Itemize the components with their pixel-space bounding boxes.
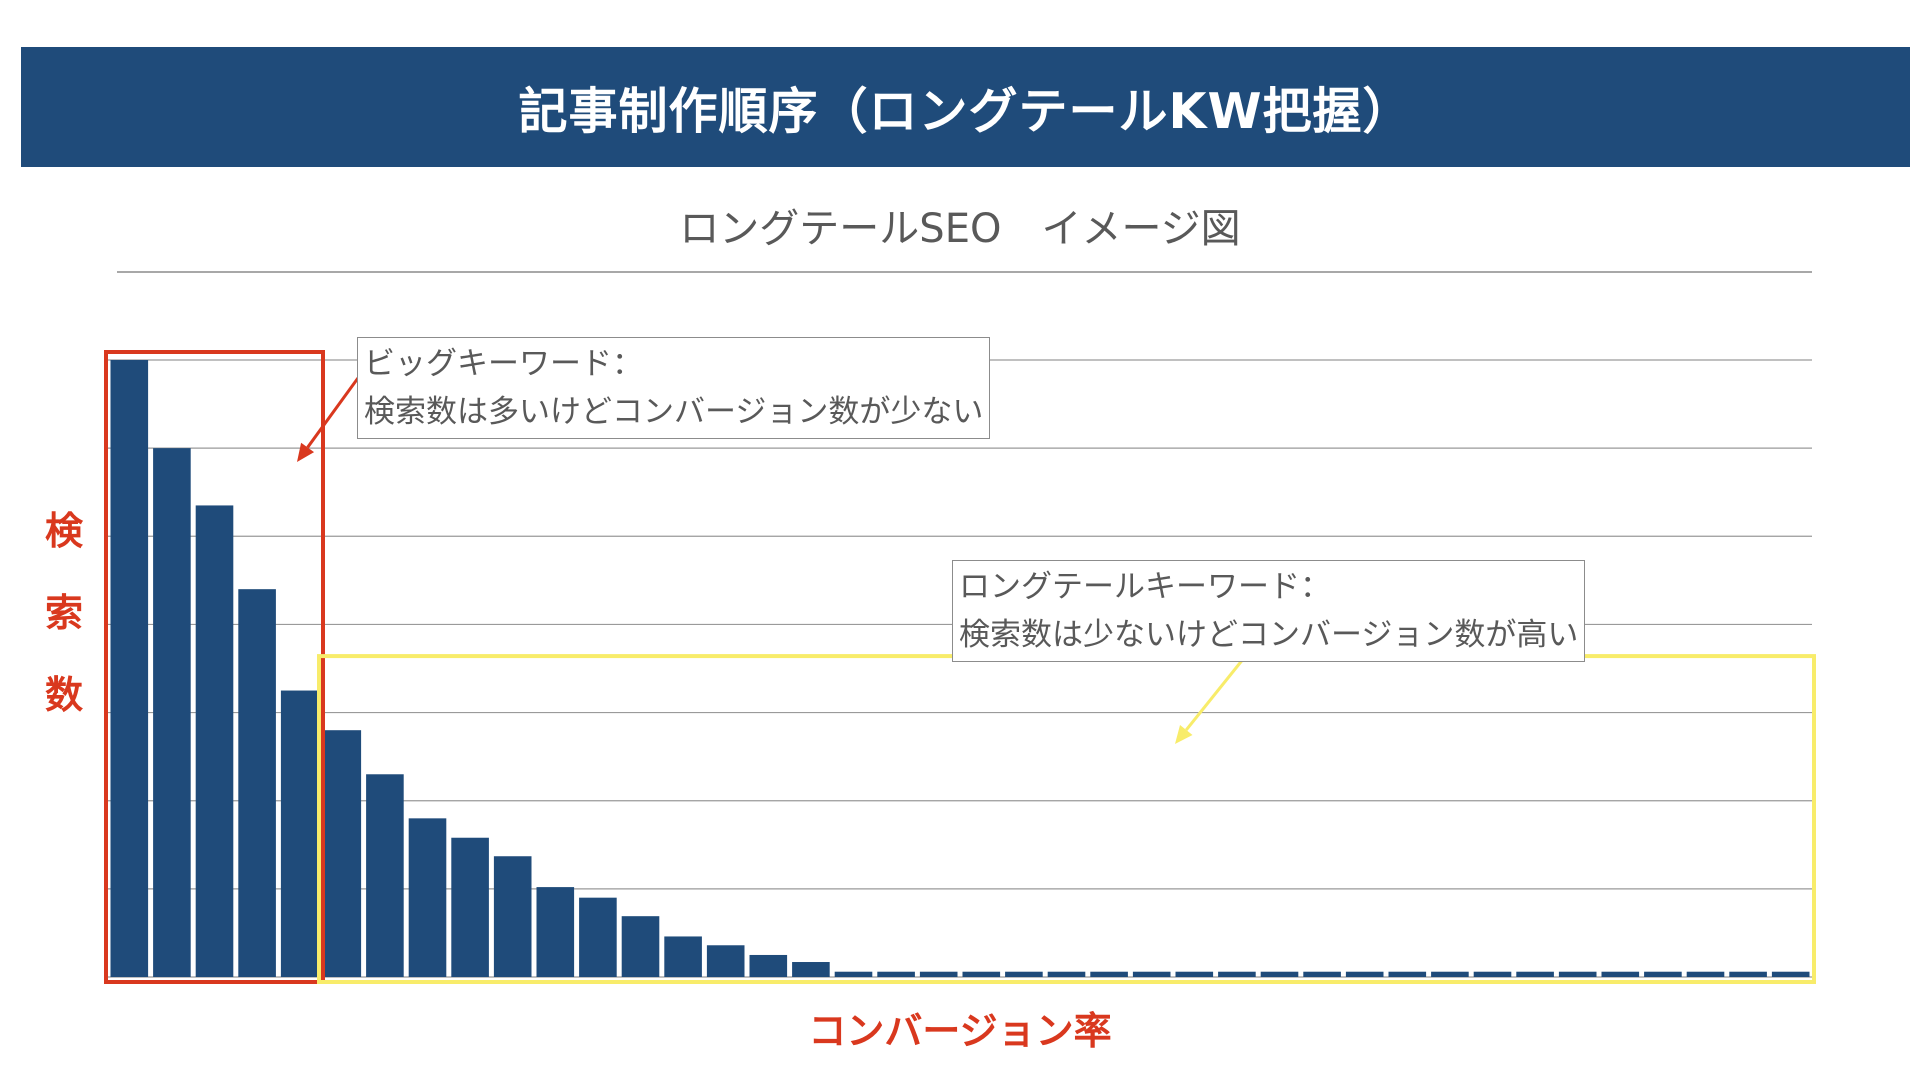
big-keyword-arrow <box>306 377 360 449</box>
bar <box>536 887 575 977</box>
bar <box>1090 971 1128 977</box>
bar <box>110 360 149 977</box>
longtail-keyword-callout: ロングテールキーワード： 検索数は少ないけどコンバージョン数が高い <box>952 560 1586 662</box>
big-keyword-arrowhead <box>297 442 315 462</box>
bar <box>1005 971 1043 977</box>
big-keyword-callout-line-2: 検索数は多いけどコンバージョン数が少ない <box>364 394 984 430</box>
bar <box>1303 971 1341 977</box>
bar-series <box>110 360 1810 978</box>
bar <box>1473 971 1512 977</box>
bar <box>1431 971 1469 977</box>
bar <box>195 505 234 977</box>
title-banner: 記事制作順序（ロングテールKW把握） <box>21 47 1910 167</box>
bar <box>153 448 191 978</box>
big-keyword-callout-line-1: ビッグキーワード： <box>364 346 643 382</box>
bar <box>1345 971 1384 977</box>
bar <box>238 589 276 977</box>
gridlines <box>108 359 1812 978</box>
bar <box>1218 971 1256 977</box>
big-keyword-highlight-box <box>104 350 325 984</box>
longtail-keyword-callout-line-2: 検索数は少ないけどコンバージョン数が高い <box>959 617 1579 653</box>
bar <box>1771 971 1810 977</box>
bar <box>323 730 362 977</box>
longtail-keyword-callout-line-1: ロングテールキーワード： <box>959 569 1331 605</box>
bar <box>919 971 958 977</box>
longtail-keyword-arrowhead <box>1175 724 1193 744</box>
bar <box>621 916 660 977</box>
bar <box>1175 971 1214 977</box>
bar <box>1686 971 1725 977</box>
bar <box>749 954 788 977</box>
bar <box>664 936 702 977</box>
bar <box>1260 971 1299 977</box>
slide-title: 記事制作順序（ロングテールKW把握） <box>518 82 1413 140</box>
bar <box>706 945 745 977</box>
bar <box>1601 971 1640 977</box>
y-axis-label: 検索数 <box>44 509 83 717</box>
bar <box>834 971 873 977</box>
bar <box>493 856 532 977</box>
bar <box>1558 971 1597 977</box>
bar <box>962 971 1001 977</box>
big-keyword-callout: ビッグキーワード： 検索数は多いけどコンバージョン数が少ない <box>357 337 991 439</box>
bar <box>1388 971 1427 977</box>
bar <box>1644 971 1682 977</box>
bar <box>280 690 319 977</box>
bar <box>1729 971 1767 977</box>
bar <box>408 818 447 977</box>
bar <box>877 971 915 977</box>
bar <box>366 774 404 977</box>
bar <box>1132 971 1171 977</box>
bar <box>451 837 489 977</box>
x-axis-label: コンバージョン率 <box>808 1009 1112 1053</box>
bar <box>1516 971 1554 977</box>
bar <box>579 897 617 977</box>
bar <box>1047 971 1086 977</box>
bar <box>792 962 830 977</box>
chart-title: ロングテールSEO イメージ図 <box>679 206 1241 252</box>
